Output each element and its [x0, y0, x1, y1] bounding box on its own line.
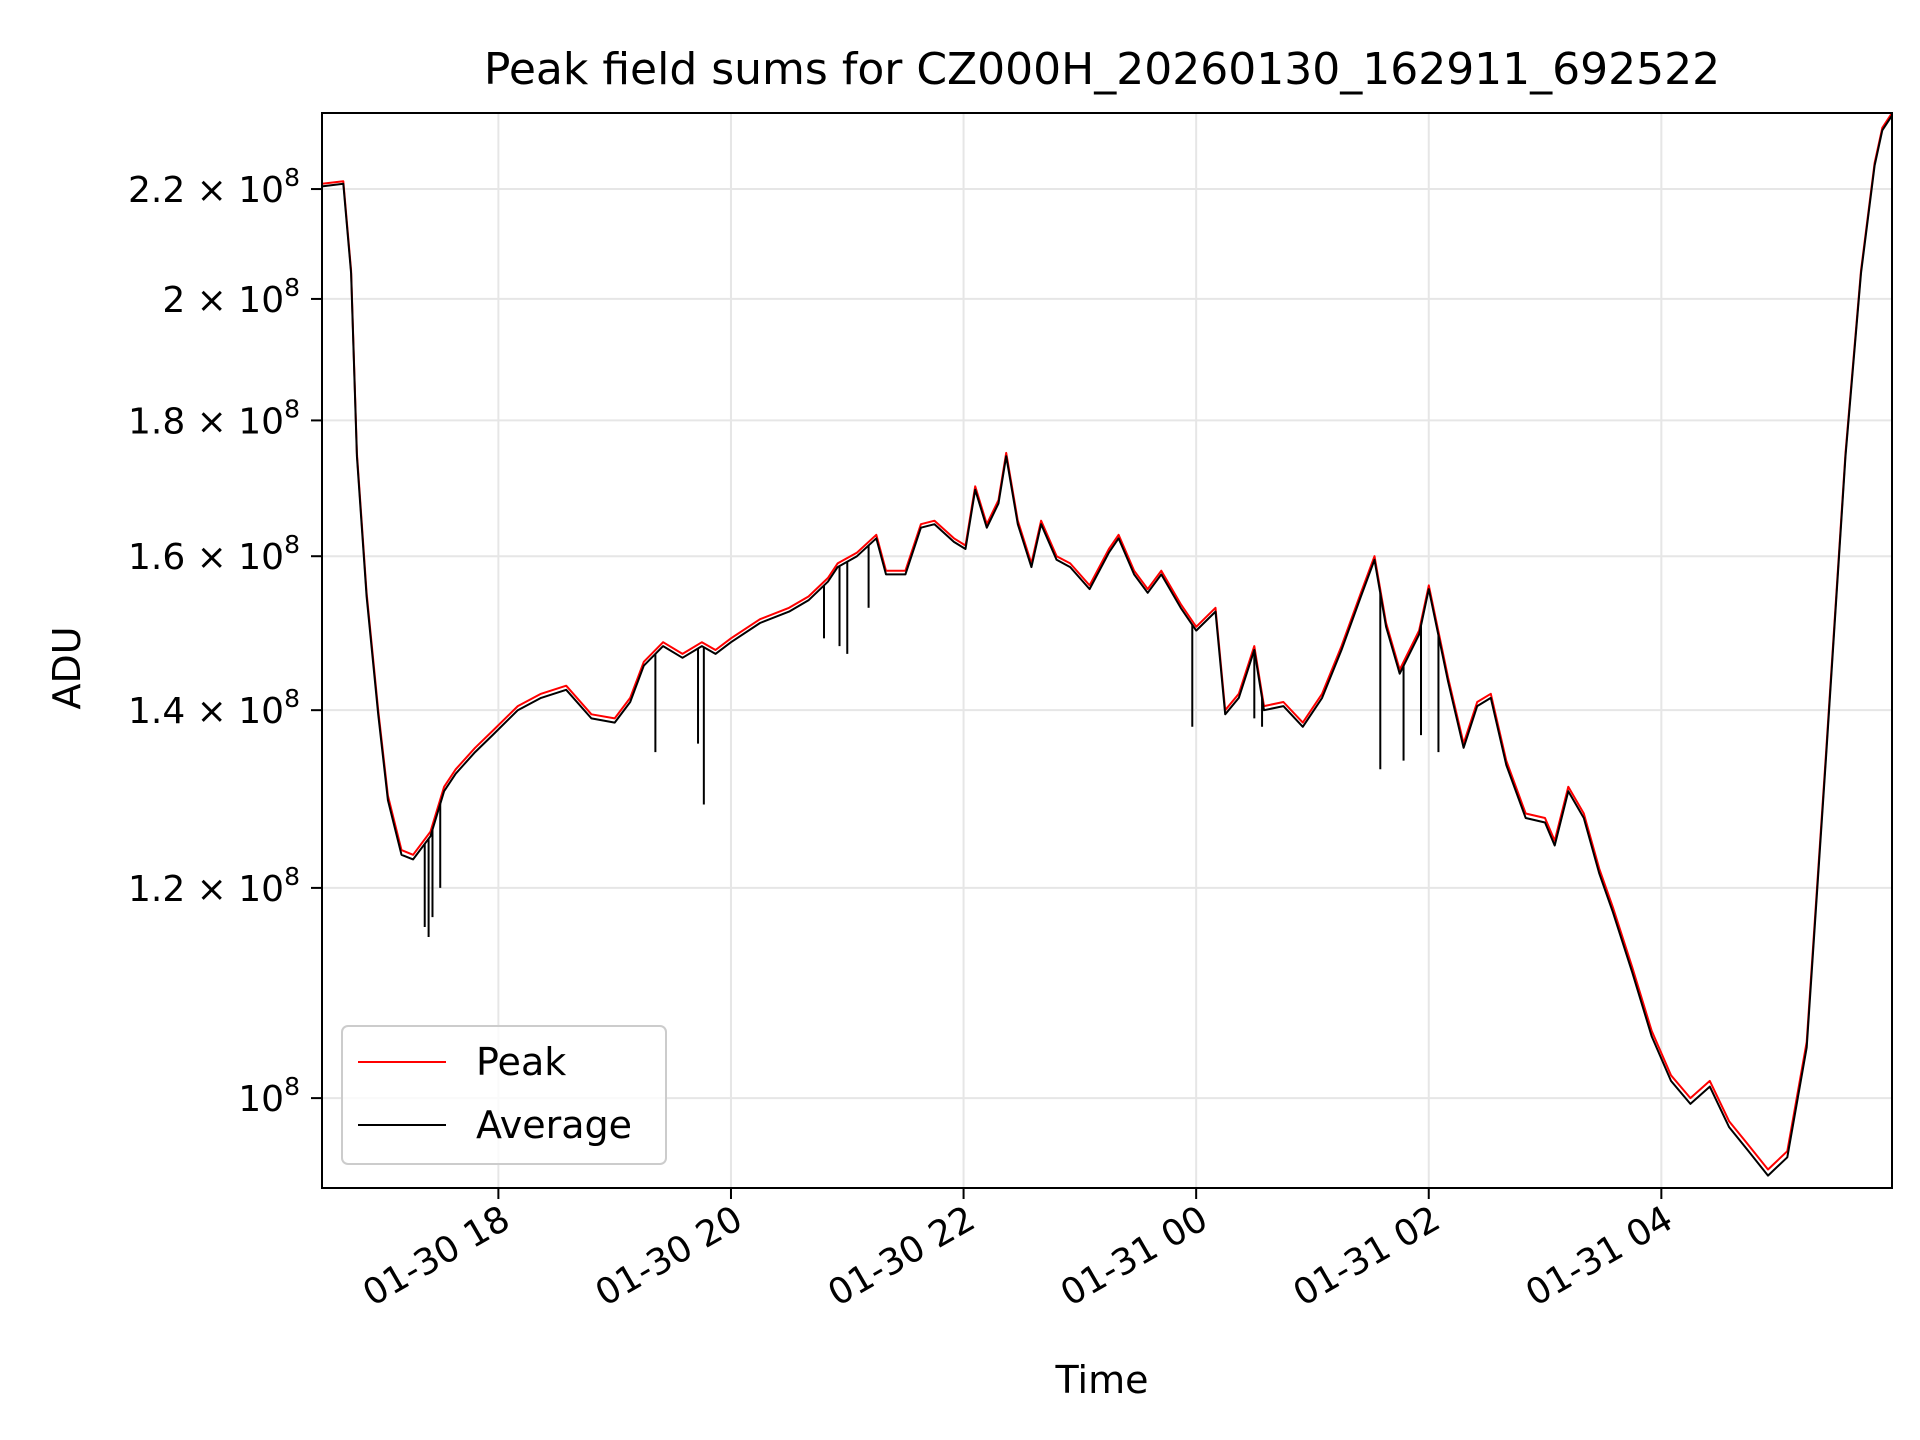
y-tick-label: 2.2 × 108 — [128, 163, 300, 211]
chart-title: Peak field sums for CZ000H_20260130_1629… — [484, 44, 1720, 95]
y-tick-label: 1.4 × 108 — [128, 684, 300, 732]
legend-label-peak: Peak — [476, 1040, 566, 1084]
series-line-average — [322, 114, 1892, 1177]
y-tick-label: 1.6 × 108 — [128, 530, 300, 578]
y-axis-label: ADU — [45, 626, 89, 709]
x-axis-label: Time — [1055, 1358, 1149, 1402]
legend-label-average: Average — [476, 1103, 632, 1147]
y-tick-label: 1.8 × 108 — [128, 394, 300, 442]
y-tick-label: 1.2 × 108 — [128, 862, 300, 910]
legend-box — [341, 1025, 667, 1165]
series-line-peak — [322, 113, 1892, 1171]
plot-area — [322, 113, 1892, 1177]
y-axis-ticks: 108 1.2 × 108 1.4 × 108 1.6 × 108 1.8 × 108 2… — [128, 163, 322, 1120]
y-tick-label: 2 × 108 — [162, 273, 300, 321]
legend: Peak Average — [341, 1025, 667, 1165]
y-tick-label: 108 — [238, 1072, 300, 1120]
axes-frame — [321, 112, 1893, 1189]
